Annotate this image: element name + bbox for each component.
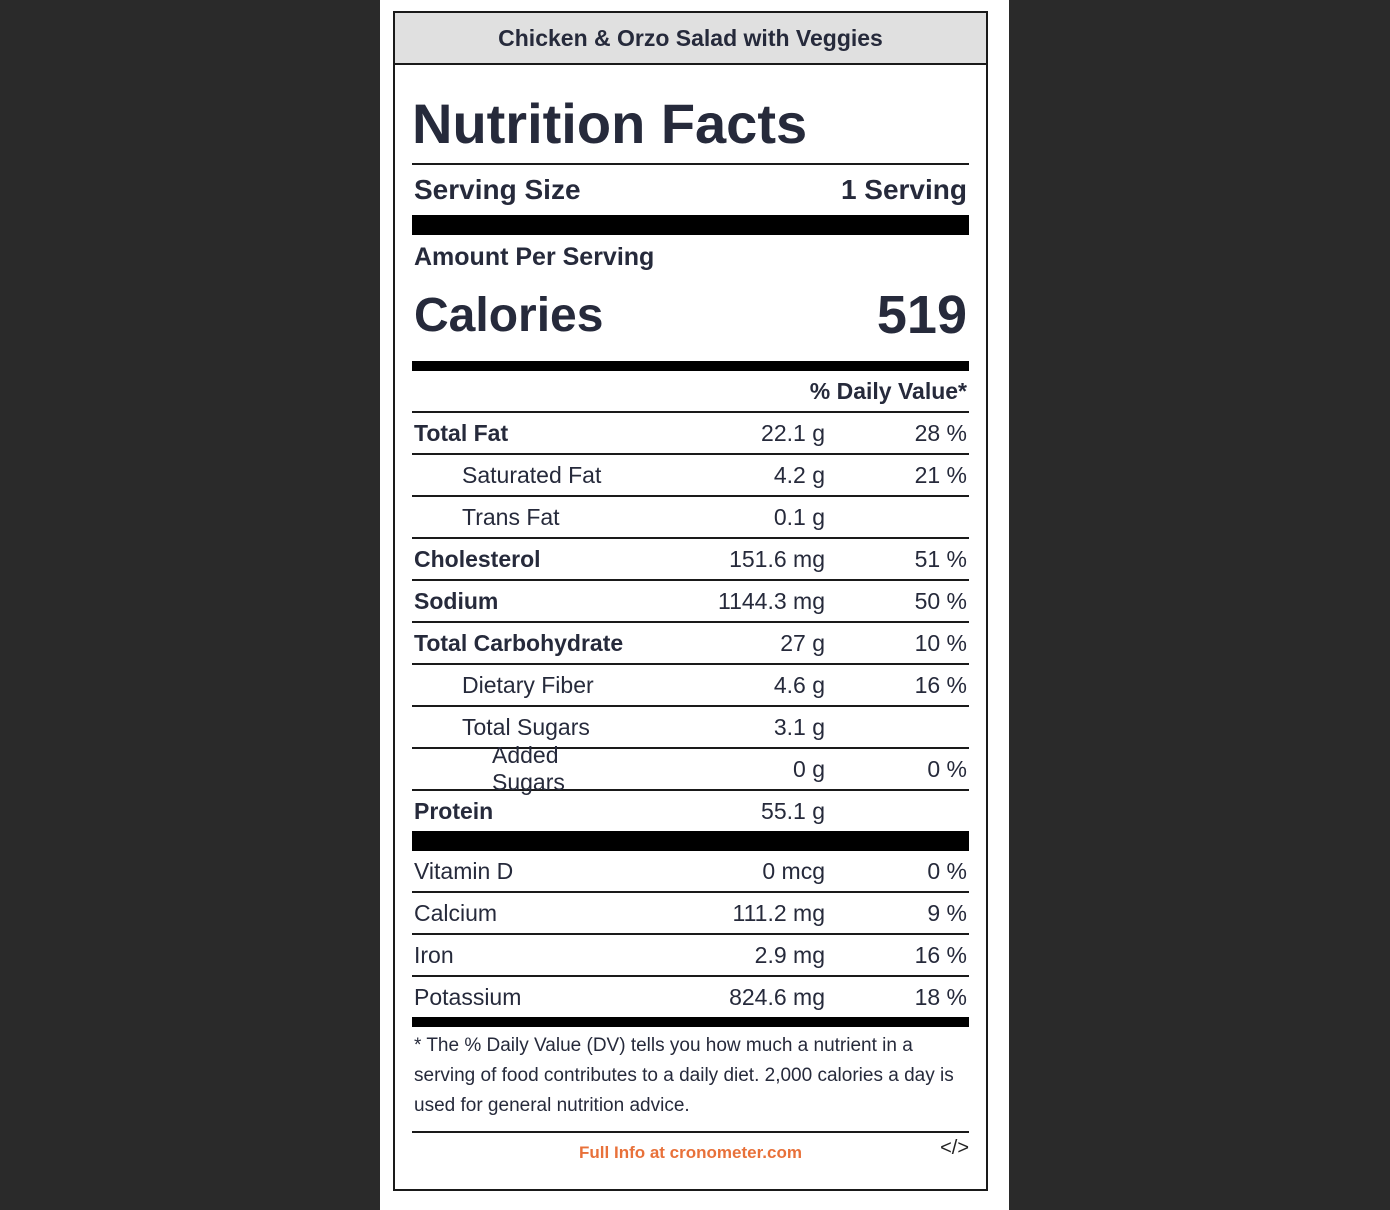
- nutrient-dv: 21 %: [914, 461, 967, 488]
- nutrient-row-dietary-fiber: Dietary Fiber 4.6 g 16 %: [412, 665, 969, 707]
- nutrient-row-total-fat: Total Fat 22.1 g 28 %: [412, 413, 969, 455]
- nutrient-name: Sodium: [414, 587, 499, 614]
- vitamin-row-iron: Iron 2.9 mg 16 %: [412, 935, 969, 977]
- vitamin-name: Potassium: [414, 983, 522, 1010]
- vitamin-row-calcium: Calcium 111.2 mg 9 %: [412, 893, 969, 935]
- embed-code-icon[interactable]: </>: [940, 1137, 969, 1159]
- serving-size-label: Serving Size: [414, 174, 581, 205]
- nutrient-amount: 4.2 g: [773, 461, 825, 488]
- vitamin-dv: 16 %: [914, 941, 967, 968]
- nutrient-row-added-sugars: Added Sugars 0 g 0 %: [412, 742, 969, 795]
- vitamin-list: Vitamin D 0 mcg 0 % Calcium 111.2 mg 9 %…: [412, 851, 969, 1017]
- nutrient-dv: 28 %: [914, 419, 967, 446]
- recipe-title: Chicken & Orzo Salad with Veggies: [395, 13, 986, 65]
- cronometer-link[interactable]: Full Info at cronometer.com: [579, 1143, 802, 1162]
- vitamin-name: Vitamin D: [414, 857, 514, 884]
- amount-per-serving: Amount Per Serving: [414, 243, 655, 271]
- nutrient-amount: 0 g: [793, 755, 825, 782]
- vitamin-dv: 9 %: [927, 899, 967, 926]
- calories-label: Calories: [414, 288, 604, 342]
- nutrient-amount: 1144.3 mg: [718, 587, 825, 614]
- nutrient-amount: 3.1 g: [773, 713, 825, 740]
- nutrient-row-sodium: Sodium 1144.3 mg 50 %: [412, 581, 969, 623]
- nutrition-facts-title: Nutrition Facts: [412, 93, 969, 165]
- calories-row: Calories 519: [412, 283, 969, 361]
- nutrient-amount: 55.1 g: [761, 797, 825, 824]
- nutrient-name: Total Fat: [414, 419, 509, 446]
- nutrition-label: Chicken & Orzo Salad with Veggies Nutrit…: [393, 11, 988, 1191]
- vitamin-amount: 0 mcg: [762, 857, 825, 884]
- vitamin-row-vitamin-d: Vitamin D 0 mcg 0 %: [412, 851, 969, 893]
- nutrient-dv: 16 %: [914, 671, 967, 698]
- calories-value: 519: [876, 285, 967, 345]
- vitamin-amount: 2.9 mg: [754, 941, 825, 968]
- nutrient-row-saturated-fat: Saturated Fat 4.2 g 21 %: [412, 455, 969, 497]
- nutrient-row-protein: Protein 55.1 g: [412, 791, 969, 831]
- label-body: Nutrition Facts Serving Size 1 Serving A…: [412, 65, 969, 1173]
- page: Chicken & Orzo Salad with Veggies Nutrit…: [380, 0, 1009, 1210]
- vitamin-name: Calcium: [414, 899, 498, 926]
- label-footer: Full Info at cronometer.com </>: [412, 1133, 969, 1173]
- nutrient-amount: 151.6 mg: [729, 545, 825, 572]
- nutrient-dv: 10 %: [914, 629, 967, 656]
- nutrient-name: Cholesterol: [414, 545, 541, 572]
- nutrient-row-total-carbohydrate: Total Carbohydrate 27 g 10 %: [412, 623, 969, 665]
- nutrient-amount: 0.1 g: [773, 503, 825, 530]
- vitamin-dv: 18 %: [914, 983, 967, 1010]
- vitamin-row-potassium: Potassium 824.6 mg 18 %: [412, 977, 969, 1017]
- daily-value-header: % Daily Value*: [412, 371, 969, 413]
- nutrient-name: Total Carbohydrate: [414, 629, 624, 656]
- nutrient-amount: 27 g: [780, 629, 825, 656]
- nutrient-name: Saturated Fat: [462, 461, 602, 488]
- vitamin-amount: 111.2 mg: [732, 899, 825, 926]
- nutrient-row-total-sugars: Total Sugars 3.1 g: [412, 707, 969, 749]
- nutrient-name: Dietary Fiber: [462, 671, 594, 698]
- nutrient-dv: 0 %: [927, 755, 967, 782]
- daily-value-footnote: * The % Daily Value (DV) tells you how m…: [412, 1027, 969, 1133]
- thick-divider: [412, 215, 969, 235]
- nutrient-name: Added Sugars: [492, 742, 565, 795]
- vitamin-name: Iron: [414, 941, 454, 968]
- nutrient-name: Trans Fat: [462, 503, 560, 530]
- medium-divider: [412, 361, 969, 371]
- nutrient-row-trans-fat: Trans Fat 0.1 g: [412, 497, 969, 539]
- serving-size-value: 1 Serving: [840, 174, 967, 205]
- nutrient-dv: 50 %: [914, 587, 967, 614]
- nutrient-amount: 22.1 g: [761, 419, 825, 446]
- serving-size-row: Serving Size 1 Serving: [412, 165, 969, 215]
- vitamin-dv: 0 %: [927, 857, 967, 884]
- nutrient-row-cholesterol: Cholesterol 151.6 mg 51 %: [412, 539, 969, 581]
- thick-divider: [412, 831, 969, 851]
- nutrient-name: Protein: [414, 797, 494, 824]
- nutrient-amount: 4.6 g: [773, 671, 825, 698]
- nutrient-dv: 51 %: [914, 545, 967, 572]
- nutrient-list: Total Fat 22.1 g 28 % Saturated Fat 4.2 …: [412, 413, 969, 831]
- nutrient-name: Total Sugars: [462, 713, 590, 740]
- vitamin-amount: 824.6 mg: [729, 983, 825, 1010]
- medium-divider: [412, 1017, 969, 1027]
